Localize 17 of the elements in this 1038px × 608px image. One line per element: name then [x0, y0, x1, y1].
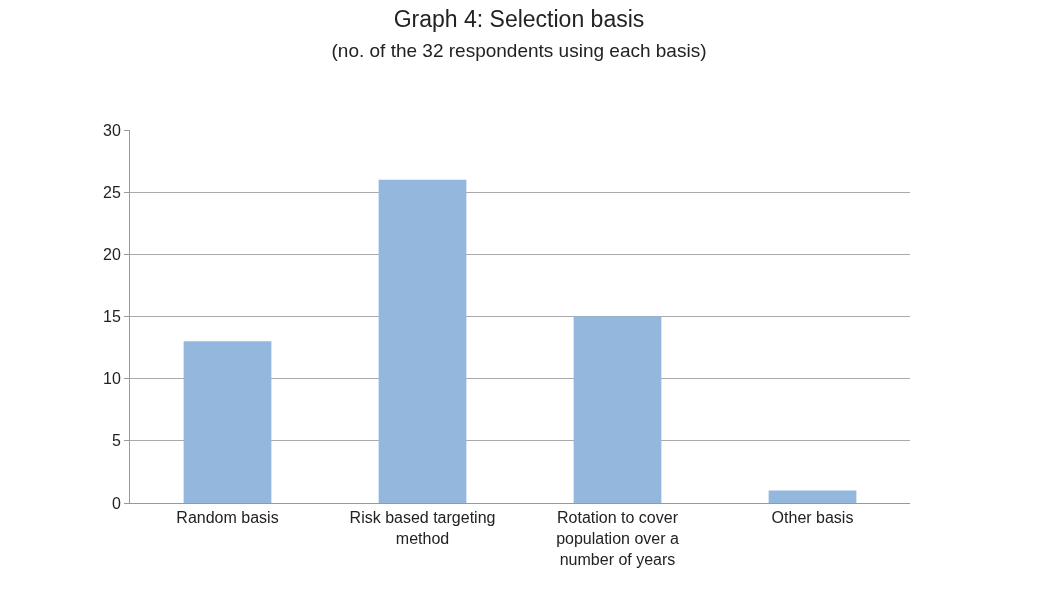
y-tick-label: 5 — [111, 432, 121, 450]
y-tick-label: 15 — [103, 308, 121, 326]
chart-title: Graph 4: Selection basis — [393, 6, 645, 33]
x-tick-label: Other basis — [771, 509, 854, 527]
y-tick-label: 0 — [111, 494, 121, 512]
y-tick-label: 10 — [103, 370, 121, 388]
x-tick-label: Random basis — [176, 509, 279, 527]
y-tick-label: 25 — [103, 183, 121, 201]
y-tick-label: 20 — [103, 245, 121, 263]
bar — [183, 341, 272, 503]
bar — [573, 316, 662, 503]
bar — [768, 490, 857, 503]
bar — [378, 179, 467, 503]
x-tick-label: Risk based targeting method — [349, 509, 496, 547]
y-tick-label: 30 — [103, 121, 121, 139]
chart-subtitle: (no. of the 32 respondents using each basis) — [331, 40, 707, 62]
x-tick-label: Rotation to cover population over a number of years — [556, 509, 679, 568]
